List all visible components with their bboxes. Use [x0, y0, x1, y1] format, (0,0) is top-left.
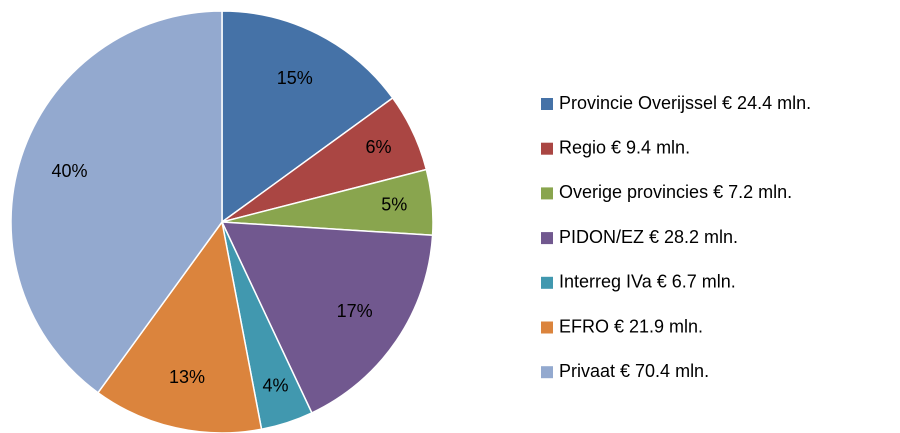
legend-swatch — [541, 232, 553, 245]
legend-label: Privaat € 70.4 mln. — [559, 361, 709, 381]
data-label: 40% — [51, 161, 87, 181]
data-label: 6% — [366, 137, 392, 157]
pie-slice — [220, 221, 434, 414]
pie-slice — [96, 220, 263, 433]
legend-label: Regio € 9.4 mln. — [559, 137, 690, 157]
legend-swatch — [541, 187, 553, 200]
legend-label: EFRO € 21.9 mln. — [559, 316, 703, 336]
data-label: 4% — [262, 375, 288, 395]
pie-slice — [10, 10, 223, 394]
legend-label: PIDON/EZ € 28.2 mln. — [559, 227, 738, 247]
data-label: 17% — [337, 301, 373, 321]
legend-label: Provincie Overijssel € 24.4 mln. — [559, 93, 811, 113]
data-label: 13% — [169, 367, 205, 387]
data-label: 5% — [381, 194, 407, 214]
legend-swatch — [541, 142, 553, 155]
data-label: 15% — [277, 68, 313, 88]
legend-label: Interreg IVa € 6.7 mln. — [559, 272, 736, 292]
legend-label: Overige provincies € 7.2 mln. — [559, 182, 792, 202]
legend-swatch — [541, 366, 553, 379]
legend-swatch — [541, 276, 553, 289]
legend-swatch — [541, 321, 553, 334]
pie-slice — [221, 10, 394, 224]
legend-swatch — [541, 98, 553, 110]
